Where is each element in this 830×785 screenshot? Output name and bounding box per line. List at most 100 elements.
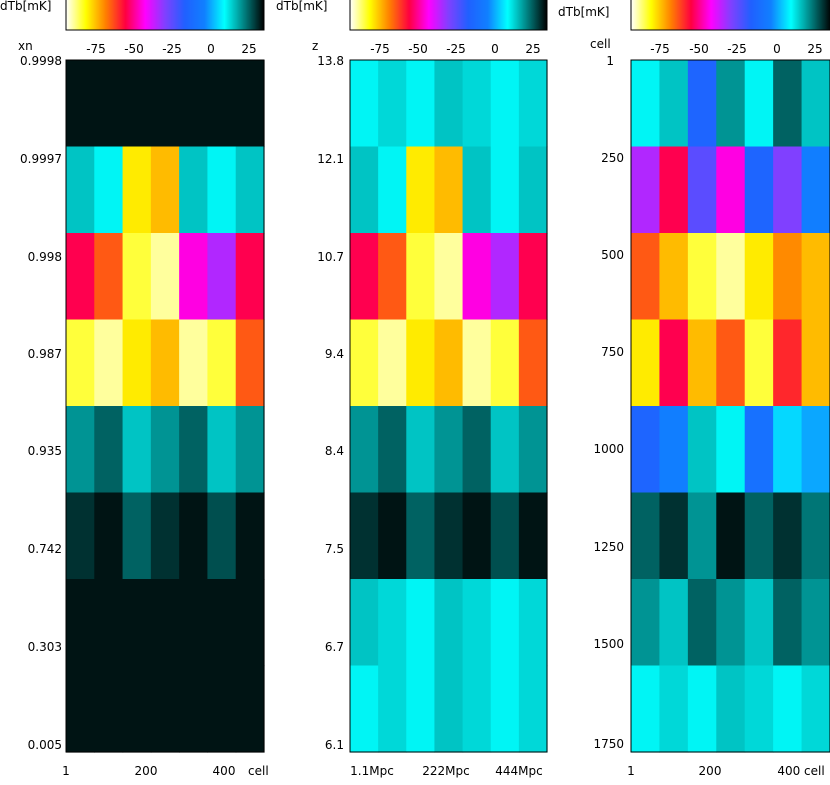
x-tick-label: 1.1Mpc [350, 764, 394, 778]
y-tick-label: 1 [606, 54, 614, 68]
colorbar-tick: -75 [650, 42, 670, 56]
panel-1: dTb[mK] -75 -50 -25 0 25 xn 0.9998 0.999… [0, 0, 269, 778]
heatmap-cell [631, 60, 661, 148]
y-tick-labels: 0.9998 0.9997 0.998 0.987 0.935 0.742 0.… [20, 54, 62, 752]
heatmap-cell [350, 665, 379, 753]
colorbar-tick: 0 [773, 42, 781, 56]
y-tick-labels: 1 250 500 750 1000 1250 1500 1750 [593, 54, 624, 751]
y-tick-label: 500 [601, 248, 624, 262]
heatmap-cell [378, 492, 407, 580]
heatmap-cell [744, 319, 774, 407]
x-tick-label: 200 [135, 764, 158, 778]
heatmap-cell [122, 319, 152, 407]
heatmap-image [631, 60, 830, 753]
heatmap-cell [631, 406, 661, 494]
heatmap-cell [66, 579, 95, 667]
heatmap-cell [716, 146, 746, 234]
x-tick-label: 400 [213, 764, 236, 778]
heatmap-cell [462, 146, 492, 234]
heatmap-cell [744, 579, 774, 667]
heatmap-cell [434, 406, 464, 494]
heatmap-cell [434, 233, 464, 321]
y-tick-label: 1250 [593, 540, 624, 554]
heatmap-cell [744, 146, 774, 234]
y-axis-label: xn [18, 39, 33, 53]
heatmap-cell [490, 579, 520, 667]
heatmap-cell [179, 233, 209, 321]
heatmap-cell [207, 492, 237, 580]
heatmap-cell [94, 60, 124, 148]
y-axis-label: cell [590, 37, 611, 51]
heatmap-cell [659, 406, 689, 494]
colorbar-tick: -25 [162, 42, 182, 56]
heatmap-cell [773, 665, 803, 753]
heatmap-cell [94, 492, 124, 580]
y-axis-label: z [312, 39, 318, 53]
heatmap-cell [462, 406, 492, 494]
heatmap-cell [518, 492, 548, 580]
heatmap-cell [490, 60, 520, 148]
y-tick-label: 13.8 [317, 54, 344, 68]
heatmap-cell [687, 665, 717, 753]
heatmap-cell [179, 146, 209, 234]
heatmap-cell [716, 60, 746, 148]
y-tick-label: 12.1 [317, 152, 344, 166]
x-tick-labels: 1.1Mpc 222Mpc 444Mpc [350, 764, 543, 778]
heatmap-cell [773, 319, 803, 407]
heatmap-cell [350, 579, 379, 667]
heatmap-cell [518, 406, 548, 494]
heatmap-cell [773, 579, 803, 667]
heatmap-cell [66, 492, 95, 580]
heatmap-cell [716, 665, 746, 753]
colorbar-ticks: -75 -50 -25 0 25 [650, 42, 822, 56]
heatmap-cell [94, 146, 124, 234]
colorbar-label: dTb[mK] [276, 0, 328, 13]
heatmap-cell [179, 579, 209, 667]
heatmap-cell [378, 406, 407, 494]
heatmap-cell [687, 233, 717, 321]
heatmap-cell [434, 579, 464, 667]
y-tick-label: 8.4 [325, 444, 344, 458]
heatmap-cell [122, 579, 152, 667]
heatmap-cell [235, 579, 265, 667]
y-tick-label: 6.7 [325, 640, 344, 654]
y-tick-label: 1500 [593, 637, 624, 651]
colorbar [349, 0, 548, 31]
heatmap-cell [150, 146, 180, 234]
heatmap-cell [378, 60, 407, 148]
heatmap-cell [462, 60, 492, 148]
colorbar-tick: -75 [370, 42, 390, 56]
heatmap-cell [631, 319, 661, 407]
colorbar-tick: 0 [491, 42, 499, 56]
heatmap-cell [490, 492, 520, 580]
heatmap-cell [518, 665, 548, 753]
heatmap-cell [659, 233, 689, 321]
heatmap-cell [490, 319, 520, 407]
heatmap-cell [659, 492, 689, 580]
heatmap-cell [350, 406, 379, 494]
heatmap-cell [462, 492, 492, 580]
heatmap-cell [66, 60, 95, 148]
heatmap-cell [378, 233, 407, 321]
heatmap-cell [207, 579, 237, 667]
heatmap-cell [94, 233, 124, 321]
heatmap-cell [434, 492, 464, 580]
plot-frame [65, 59, 265, 753]
heatmap-cell [744, 60, 774, 148]
heatmap-cell [801, 665, 830, 753]
heatmap-cell [94, 319, 124, 407]
plot-frame [630, 59, 830, 753]
heatmap-cell [773, 406, 803, 494]
heatmap-cell [350, 233, 379, 321]
heatmap-cell [235, 319, 265, 407]
heatmap-cell [179, 319, 209, 407]
heatmap-cell [406, 579, 436, 667]
heatmap-cell [434, 146, 464, 234]
y-tick-label: 1750 [593, 737, 624, 751]
heatmap-cell [378, 665, 407, 753]
heatmap-cell [773, 146, 803, 234]
heatmap-cell [150, 579, 180, 667]
heatmap-cell [378, 146, 407, 234]
heatmap-cell [631, 233, 661, 321]
heatmap-cell [122, 406, 152, 494]
